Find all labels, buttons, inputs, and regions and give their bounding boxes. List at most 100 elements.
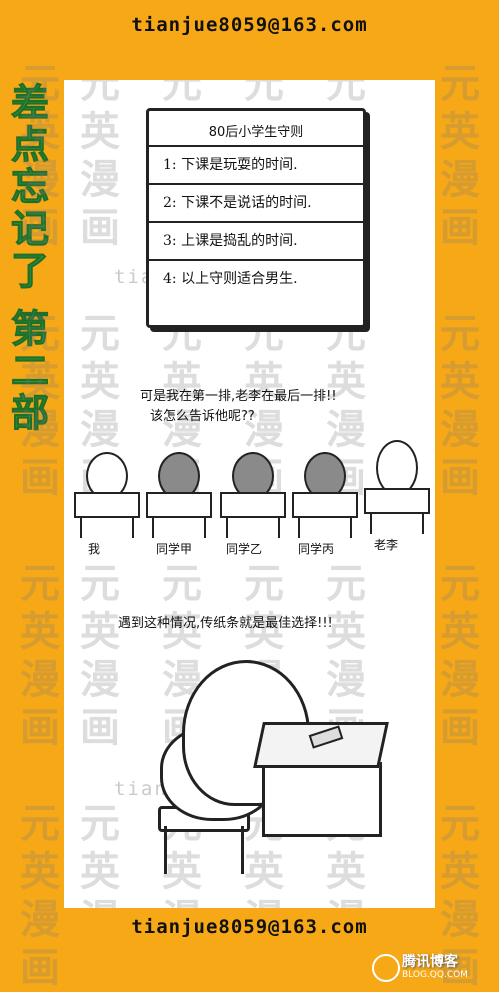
student-me <box>74 452 140 538</box>
watermark-char: 画 <box>80 205 120 251</box>
student-a <box>146 452 212 538</box>
watermark-char: 漫 <box>162 407 202 453</box>
label-b: 同学乙 <box>226 542 263 556</box>
rule-item: 3: 上课是捣乱的时间. <box>149 221 363 259</box>
watermark-char: 英 <box>326 609 366 655</box>
watermark-column: 元英漫画 <box>322 310 370 502</box>
watermark-char: 元 <box>440 311 480 357</box>
watermark-char: 漫 <box>80 157 120 203</box>
student-laoli <box>364 440 430 534</box>
email-footer: tianjue8059@163.com <box>131 916 368 938</box>
watermark-char: 英 <box>20 359 60 405</box>
watermark-char: 元 <box>440 561 480 607</box>
watermark-char: 英 <box>440 609 480 655</box>
watermark-char: 英 <box>244 849 284 895</box>
title-char: 了 <box>10 249 49 293</box>
watermark-char: 元 <box>80 311 120 357</box>
watermark-column: 元英漫画 <box>436 310 484 502</box>
watermark-char: 英 <box>326 849 366 895</box>
watermark-column: 元英漫画 <box>76 560 124 752</box>
email-header: tianjue8059@163.com <box>131 14 368 36</box>
watermark-char: 画 <box>80 705 120 751</box>
watermark-column: 元英漫画 <box>436 60 484 252</box>
desk <box>146 492 212 518</box>
rule-item: 2: 下课不是说话的时间. <box>149 183 363 221</box>
title-char: 忘 <box>10 165 49 209</box>
student-c <box>292 452 358 538</box>
desk <box>292 492 358 518</box>
watermark-char: 漫 <box>20 407 60 453</box>
label-laoli: 老李 <box>374 538 399 552</box>
title-char: 差 <box>10 81 49 125</box>
watermark-char: 英 <box>440 849 480 895</box>
watermark-column: 元英漫画 <box>436 560 484 752</box>
watermark-char: 漫 <box>80 657 120 703</box>
watermark-char: 英 <box>80 359 120 405</box>
watermark-char: 画 <box>440 455 480 501</box>
watermark-char: 画 <box>20 945 60 991</box>
watermark-char: 元 <box>326 80 366 107</box>
desk-frame <box>262 762 382 837</box>
watermark-char: 元 <box>244 561 284 607</box>
watermark-char: 画 <box>20 705 60 751</box>
watermark-char: 漫 <box>440 157 480 203</box>
student-b <box>220 452 286 538</box>
scene2-caption-line1: 可是我在第一排,老李在最后一排!! <box>140 389 337 404</box>
watermark-char: 元 <box>80 801 120 847</box>
watermark-char: 英 <box>162 609 202 655</box>
watermark-column: 元英漫画 <box>16 560 64 752</box>
label-a: 同学甲 <box>156 542 193 556</box>
watermark-char: 英 <box>244 359 284 405</box>
watermark-char: 英 <box>80 609 120 655</box>
watermark-char: 漫 <box>20 157 60 203</box>
watermark-char: 英 <box>244 609 284 655</box>
watermark-char: 元 <box>440 61 480 107</box>
label-c: 同学丙 <box>298 542 335 556</box>
watermark-char: 元 <box>80 80 120 107</box>
watermark-char: 漫 <box>240 896 288 908</box>
watermark-char: 英 <box>20 849 60 895</box>
watermark-char: 漫 <box>76 896 124 908</box>
rules-board: 80后小学生守则 1: 下课是玩耍的时间. 2: 下课不是说话的时间. 3: 上… <box>146 108 366 328</box>
watermark-char: 漫 <box>322 896 370 908</box>
desk <box>220 492 286 518</box>
watermark-char: 元 <box>162 80 202 107</box>
title-char: 第 <box>10 307 49 351</box>
watermark-char: 漫 <box>326 657 366 703</box>
rules-title: 80后小学生守则 <box>208 125 304 140</box>
scene2-caption-line2: 该怎么告诉他呢?? <box>150 409 255 424</box>
watermark-char: 英 <box>162 359 202 405</box>
title-char: 二 <box>10 349 49 393</box>
watermark-char: 漫 <box>440 407 480 453</box>
watermark-char: 画 <box>440 945 480 991</box>
rule-item: 1: 下课是玩耍的时间. <box>149 145 363 183</box>
watermark-char: 漫 <box>158 896 206 908</box>
title-char: 部 <box>10 391 49 435</box>
watermark-column: 元英漫画 <box>76 80 124 252</box>
watermark-char: 元 <box>20 311 60 357</box>
watermark-char: 画 <box>440 705 480 751</box>
watermark-char: 漫 <box>80 407 120 453</box>
watermark-char: 画 <box>20 205 60 251</box>
watermark-char: 元 <box>162 561 202 607</box>
watermark-char: 英 <box>162 849 202 895</box>
qq-blog-logo-sub: BLOG.QQ.COM <box>402 970 468 980</box>
watermark-char: 漫 <box>440 897 480 943</box>
watermark-char: 元 <box>20 61 60 107</box>
watermark-column: 元英漫画 <box>16 60 64 252</box>
watermark-char: 元 <box>20 561 60 607</box>
comic-title: 差 点 忘 记 了 第 二 部 <box>8 81 52 435</box>
desk <box>74 492 140 518</box>
watermark-char: 英 <box>440 359 480 405</box>
watermark-char: 画 <box>20 455 60 501</box>
qq-blog-logo-text: 腾讯博客 <box>402 954 458 970</box>
watermark-char: 漫 <box>440 657 480 703</box>
rule-item: 4: 以上守则适合男生. <box>149 259 363 297</box>
watermark-char: 漫 <box>20 897 60 943</box>
title-char: 点 <box>10 123 49 167</box>
watermark-char: 英 <box>20 609 60 655</box>
watermark-char: 元 <box>80 561 120 607</box>
watermark-column: 元英漫画 <box>16 800 64 992</box>
watermark-char: 英 <box>20 109 60 155</box>
